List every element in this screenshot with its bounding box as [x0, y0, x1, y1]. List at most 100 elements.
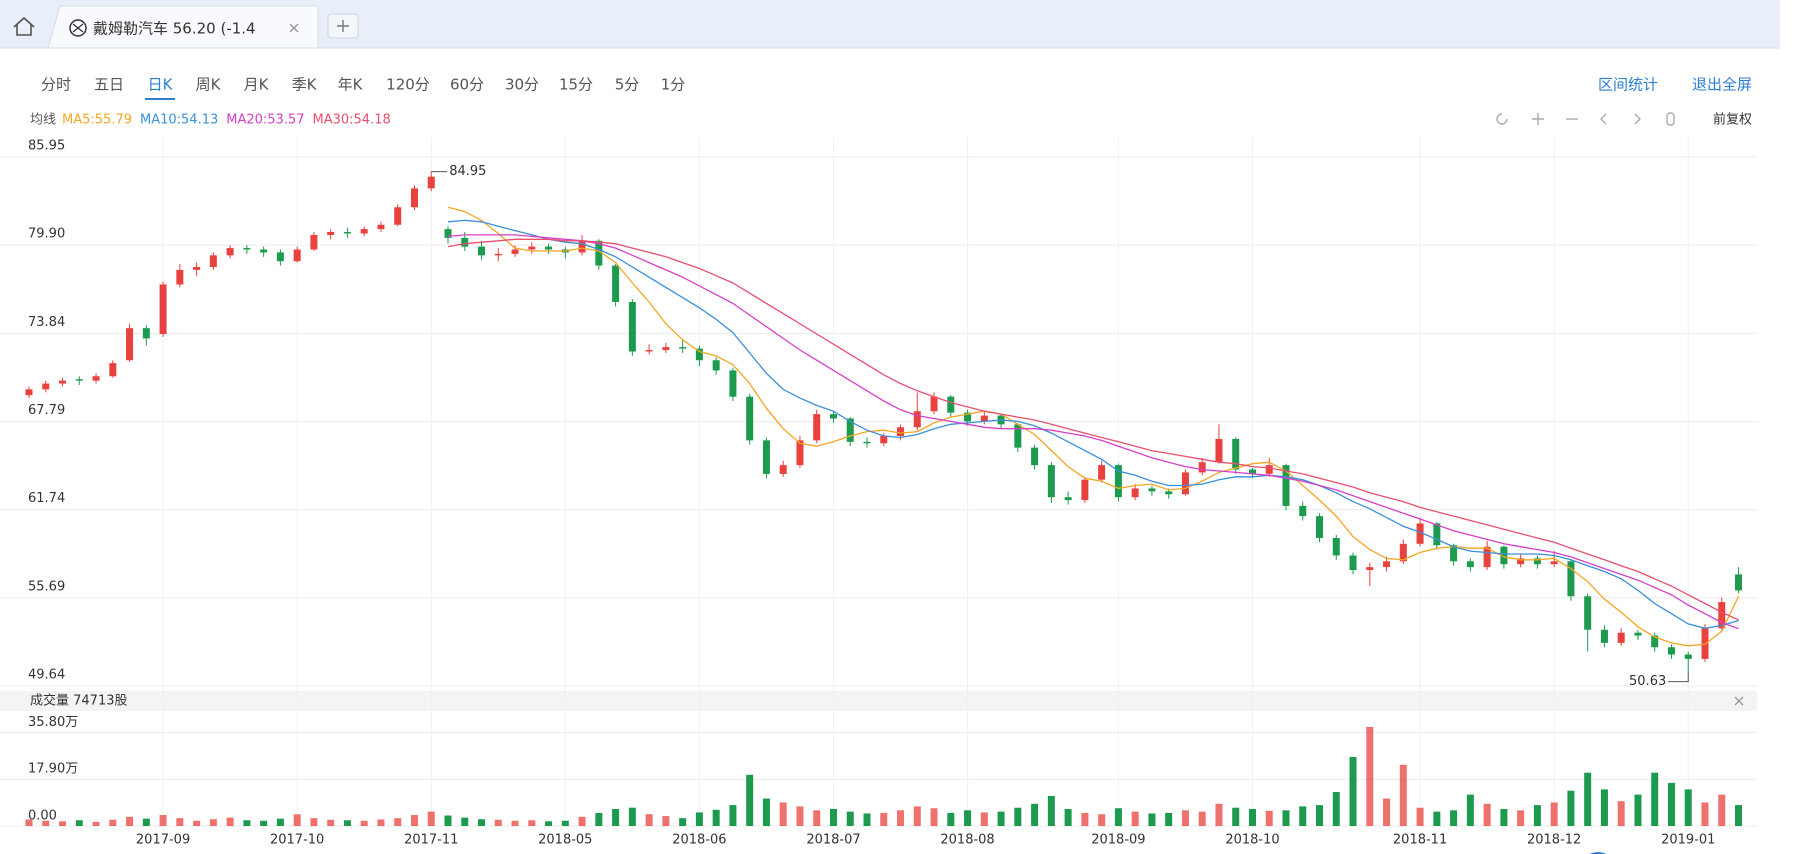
candle-body: [1684, 654, 1692, 659]
period-button[interactable]: 15分: [559, 76, 593, 94]
candle-body: [260, 249, 268, 253]
brand-icon-mark: [72, 23, 84, 33]
legend-entry: MA10:54.13: [140, 113, 218, 128]
legend-entry: MA20:53.57: [226, 113, 304, 128]
x-tick-label: 2018-09: [1091, 833, 1145, 848]
volume-bar: [1550, 802, 1558, 826]
stock-tab[interactable]: [47, 5, 319, 49]
volume-bar: [1718, 794, 1726, 826]
volume-bar: [209, 819, 217, 826]
candle-body: [494, 253, 502, 256]
low-label: 50.63: [1629, 674, 1666, 689]
volume-close[interactable]: [1734, 696, 1744, 706]
volume-bar: [444, 815, 452, 826]
candle-body: [1634, 632, 1642, 636]
candle-body: [1316, 516, 1324, 538]
candle-body: [142, 328, 150, 339]
candle-body: [343, 232, 351, 234]
volume-bar: [964, 810, 972, 826]
tab-close[interactable]: [289, 23, 299, 33]
volume-bar: [846, 811, 854, 826]
volume-bar: [1684, 789, 1692, 826]
volume-bar: [947, 812, 955, 826]
x-tick-label: 2018-12: [1527, 833, 1581, 848]
candle-body: [159, 284, 167, 335]
volume-bar: [695, 812, 703, 826]
y-tick-label: 49.64: [28, 668, 65, 683]
reset-icon[interactable]: [1496, 113, 1508, 125]
legend-title: 均线: [30, 113, 56, 128]
lock-icon[interactable]: [1666, 112, 1675, 126]
exit-fullscreen[interactable]: 退出全屏: [1692, 76, 1752, 94]
period-button[interactable]: 五日: [94, 76, 124, 94]
candle-body: [1651, 635, 1659, 648]
volume-bar: [1148, 813, 1156, 826]
period-button[interactable]: 周K: [196, 76, 222, 94]
y-tick-label: 55.69: [28, 579, 65, 594]
candle-body: [1600, 629, 1608, 643]
volume-bar: [461, 817, 469, 826]
volume-bar: [243, 820, 251, 826]
candle-body: [612, 265, 620, 302]
volume-bar: [1735, 805, 1743, 826]
candle-body: [109, 363, 117, 377]
candle-body: [746, 396, 754, 441]
low-pointer: [1668, 671, 1689, 683]
volume-bar: [360, 820, 368, 826]
candle-body: [1550, 561, 1558, 565]
volume-bar: [511, 820, 519, 826]
adjust-mode[interactable]: 前复权: [1713, 112, 1752, 128]
chart-toolbar: [1496, 112, 1675, 126]
candle-body: [360, 229, 368, 234]
period-button[interactable]: 1分: [661, 76, 686, 94]
volume-bar: [1232, 807, 1240, 826]
right-icon[interactable]: [1634, 113, 1641, 125]
period-button[interactable]: 分时: [41, 76, 71, 94]
period-button[interactable]: 季K: [292, 76, 318, 94]
range-stats[interactable]: 区间统计: [1598, 76, 1658, 94]
volume-bar: [478, 819, 486, 826]
volume-bar: [1081, 812, 1089, 826]
candle-body: [1014, 424, 1022, 448]
y-tick-label: 67.79: [28, 403, 65, 418]
candle-body: [1198, 462, 1206, 473]
candle-body: [410, 188, 418, 208]
candle-body: [511, 249, 519, 254]
candle-body: [1667, 647, 1675, 655]
candle-body: [444, 229, 452, 238]
period-button[interactable]: 5分: [615, 76, 640, 94]
volume-bar: [746, 774, 754, 826]
candle-body: [779, 465, 787, 474]
y-tick-label: 61.74: [28, 491, 65, 506]
period-button[interactable]: 日K: [148, 76, 174, 94]
volume-bar: [880, 812, 888, 826]
volume-bar: [829, 809, 837, 826]
period-button[interactable]: 年K: [338, 76, 364, 94]
zoom-in-icon[interactable]: [1532, 113, 1544, 125]
volume-bar: [142, 818, 150, 826]
candle-body: [427, 176, 435, 189]
volume-bar: [310, 818, 318, 826]
period-button[interactable]: 月K: [244, 76, 270, 94]
brand-icon: [69, 19, 87, 37]
left-icon[interactable]: [1600, 113, 1607, 125]
home-icon[interactable]: [13, 16, 35, 36]
candle-body: [1131, 488, 1139, 498]
period-button[interactable]: 120分: [386, 76, 430, 94]
period-button[interactable]: 30分: [505, 76, 539, 94]
volume-bar: [1131, 811, 1139, 826]
ma-line: [447, 219, 1739, 629]
candle-body: [1064, 497, 1072, 501]
candle-body: [1399, 543, 1407, 562]
candle-body: [1148, 488, 1156, 492]
volume-bar: [176, 818, 184, 826]
candle-body: [92, 376, 100, 381]
volume-bar: [193, 820, 201, 826]
volume-bar: [1031, 803, 1039, 826]
volume-bar: [1567, 790, 1575, 826]
volume-bar: [863, 813, 871, 826]
volume-bar: [1533, 805, 1541, 826]
period-button[interactable]: 60分: [450, 76, 484, 94]
volume-tick-label: 17.90万: [28, 762, 78, 777]
volume-bar: [92, 821, 100, 826]
